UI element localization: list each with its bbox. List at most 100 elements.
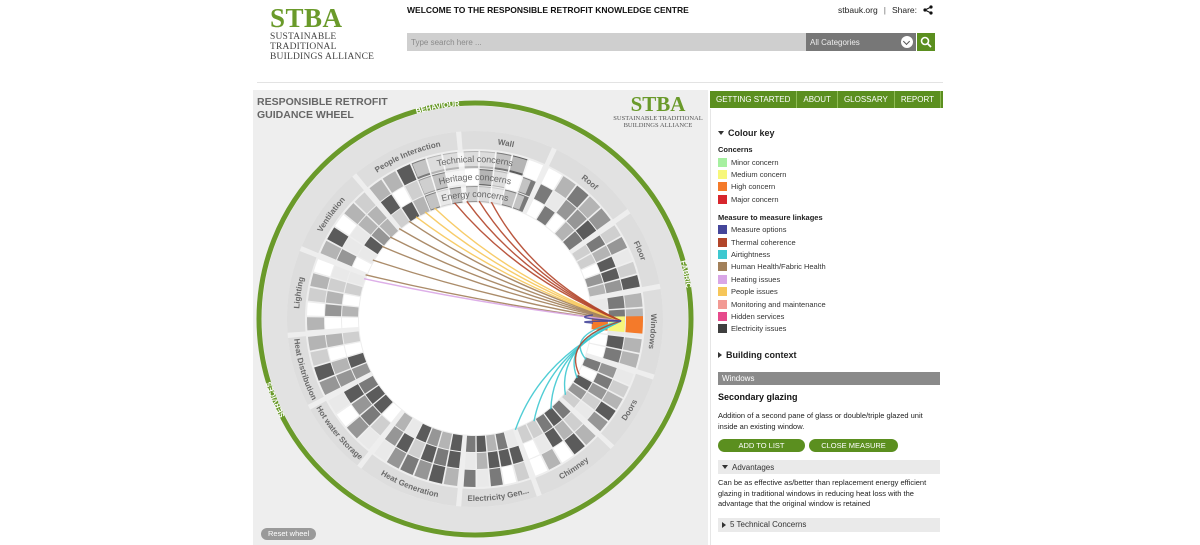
wheel-cell bbox=[554, 176, 576, 199]
wheel-cell bbox=[307, 335, 327, 351]
wheel-cell bbox=[566, 185, 589, 208]
wheel-cell bbox=[529, 455, 548, 476]
advantages-label: Advantages bbox=[732, 462, 775, 472]
building-context-toggle[interactable]: Building context bbox=[718, 350, 940, 360]
wheel-cell bbox=[617, 261, 637, 278]
wheel-cell bbox=[541, 448, 561, 470]
wheel-cell bbox=[343, 384, 365, 404]
linkage-key-label: Thermal coherence bbox=[731, 237, 796, 247]
wheel-cell bbox=[613, 368, 634, 386]
concerns-heading: Concerns bbox=[718, 145, 753, 154]
wheel-cell bbox=[314, 362, 335, 381]
caret-right-icon bbox=[722, 521, 726, 528]
wheel-cell bbox=[477, 469, 490, 487]
color-swatch bbox=[718, 157, 727, 167]
wheel-cell bbox=[622, 337, 642, 353]
wheel-cell bbox=[342, 331, 361, 345]
measure-actions: ADD TO LIST CLOSE MEASURE bbox=[718, 439, 940, 453]
site-link[interactable]: stbauk.org bbox=[838, 5, 878, 15]
category-select[interactable]: All Categories bbox=[806, 33, 916, 51]
ring-label: Energy concerns bbox=[440, 189, 510, 204]
wheel-cell bbox=[400, 454, 419, 475]
header-divider bbox=[257, 82, 943, 83]
wheel-cell bbox=[624, 293, 643, 308]
linkage-curve bbox=[574, 320, 622, 375]
search-input[interactable] bbox=[407, 33, 806, 51]
wheel-cell bbox=[426, 428, 442, 447]
linkage-key-label: Monitoring and maintenance bbox=[731, 299, 826, 309]
wheel-cell bbox=[544, 427, 563, 448]
color-swatch bbox=[718, 182, 727, 192]
color-swatch bbox=[718, 194, 727, 204]
reset-wheel-button[interactable]: Reset wheel bbox=[261, 528, 317, 540]
ring-label: Technical concerns bbox=[436, 154, 515, 169]
wheel-cell bbox=[420, 443, 437, 463]
advantages-toggle[interactable]: Advantages bbox=[718, 460, 940, 475]
color-swatch bbox=[718, 225, 727, 235]
wheel-cell bbox=[386, 447, 407, 469]
wheel-cell bbox=[384, 426, 404, 446]
linkage-key-label: People issues bbox=[731, 287, 778, 297]
wheel-cell bbox=[369, 179, 391, 202]
side-panel: Colour key Concerns Minor concern Medium … bbox=[710, 109, 943, 545]
concern-key-item: Major concern bbox=[718, 193, 940, 205]
wheel-cell bbox=[552, 400, 571, 419]
wheel-cell bbox=[350, 225, 370, 245]
segment-label-band bbox=[287, 336, 324, 405]
wheel-cell bbox=[574, 401, 594, 420]
color-swatch bbox=[718, 262, 727, 272]
tab-report[interactable]: REPORT bbox=[895, 91, 942, 108]
link-separator: | bbox=[883, 5, 886, 15]
wheel-cell bbox=[577, 254, 596, 270]
technical-concerns-toggle[interactable]: 5 Technical Concerns bbox=[718, 517, 940, 532]
segment-label-band bbox=[361, 454, 458, 507]
measure-title: Secondary glazing bbox=[718, 392, 798, 403]
search-button[interactable] bbox=[917, 33, 935, 51]
caret-right-icon bbox=[718, 352, 722, 359]
top-links: stbauk.org | Share: bbox=[838, 5, 933, 15]
wheel-cell bbox=[495, 432, 508, 450]
wheel-cell bbox=[370, 415, 391, 436]
wheel-cell bbox=[513, 461, 530, 482]
colour-key-toggle[interactable]: Colour key bbox=[718, 128, 940, 138]
share-label[interactable]: Share: bbox=[891, 5, 917, 15]
linkage-key-label: Heating issues bbox=[731, 274, 781, 284]
wheel-cell bbox=[379, 218, 399, 238]
add-to-list-button[interactable]: ADD TO LIST bbox=[718, 439, 805, 453]
share-icon[interactable] bbox=[923, 5, 933, 15]
linkage-curve bbox=[579, 320, 622, 360]
wheel-cell bbox=[586, 235, 606, 253]
tab-about[interactable]: ABOUT bbox=[797, 91, 838, 108]
linkage-curve bbox=[389, 236, 622, 322]
wheel-cell bbox=[347, 271, 366, 286]
wheel-cell bbox=[573, 374, 592, 391]
tab-getting-started[interactable]: GETTING STARTED bbox=[710, 91, 798, 108]
linkage-key-item: Hidden services bbox=[718, 310, 940, 322]
wheel-cell bbox=[585, 273, 603, 288]
wheel-cell bbox=[336, 369, 356, 387]
segment-label: Wall bbox=[497, 137, 515, 149]
segment-label: Windows bbox=[646, 314, 658, 351]
guidance-wheel-panel: BEHAVIOUR FABRIC SERVICES People Interactio… bbox=[253, 90, 708, 545]
linkage-key-item: Monitoring and maintenance bbox=[718, 298, 940, 310]
wheel-cell bbox=[344, 203, 366, 225]
linkage-key-item: Heating issues bbox=[718, 273, 940, 285]
wheel-cell bbox=[352, 257, 372, 274]
wheel-cell bbox=[566, 209, 587, 230]
wheel-cell bbox=[415, 423, 432, 443]
wheel-cell bbox=[619, 350, 640, 368]
segment-label-band bbox=[637, 288, 663, 375]
stba-logo[interactable]: STBA SUSTAINABLE TRADITIONAL BUILDINGS A… bbox=[270, 4, 400, 62]
wheel-cell bbox=[450, 433, 463, 452]
wheel-cell bbox=[365, 385, 385, 404]
wheel-cell bbox=[581, 263, 600, 279]
close-measure-button[interactable]: CLOSE MEASURE bbox=[809, 439, 898, 453]
wheel-cell bbox=[405, 418, 422, 438]
tab-glossary[interactable]: GLOSSARY bbox=[838, 91, 895, 108]
linkage-curve bbox=[381, 245, 622, 322]
wheel-cell bbox=[443, 467, 459, 487]
search-bar: All Categories bbox=[407, 33, 935, 51]
wheel-cell bbox=[476, 452, 488, 469]
